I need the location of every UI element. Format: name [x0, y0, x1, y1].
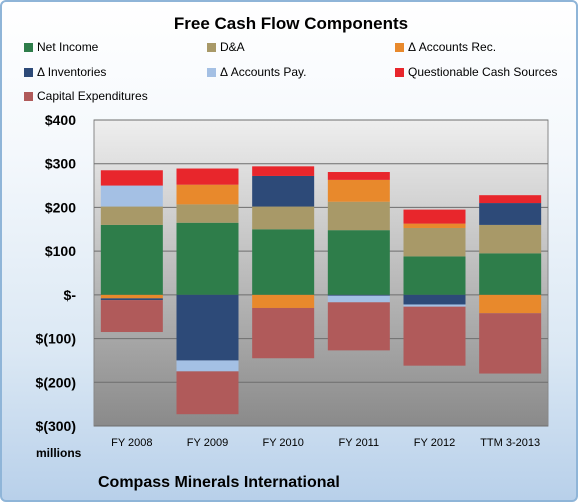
bar-inventories-fy-2009: [176, 294, 239, 361]
bar-d-a-fy-2009: [176, 204, 239, 223]
legend-label: Δ Inventories: [37, 65, 107, 79]
bar-inventories-fy-2011: [327, 294, 390, 296]
bar-accounts-rec-fy-2008: [100, 294, 163, 299]
y-tick-label: $(300): [36, 418, 76, 434]
bar-net-income-fy-2010: [252, 229, 315, 295]
bar-accounts-pay-fy-2008: [100, 185, 163, 207]
bar-accounts-rec-fy-2011: [327, 179, 390, 202]
bar-capital-expenditures-fy-2012: [403, 306, 466, 366]
legend-label: D&A: [220, 40, 245, 54]
legend-item-accounts-pay: Δ Accounts Pay.: [207, 65, 307, 79]
legend-swatch: [207, 67, 216, 77]
x-tick-label: FY 2011: [339, 437, 380, 449]
bar-accounts-rec-fy-2010: [252, 294, 315, 308]
bar-accounts-rec-fy-2012: [403, 223, 466, 228]
legend-swatch: [24, 67, 33, 77]
bar-questionable-cash-sources-fy-2011: [327, 172, 390, 180]
bar-inventories-fy-2010: [252, 175, 315, 207]
legend-item-accounts-rec: Δ Accounts Rec.: [395, 40, 496, 54]
plot-background: [93, 119, 549, 427]
bar-accounts-rec-fy-2009: [176, 184, 239, 205]
bar-net-income-fy-2009: [176, 222, 239, 295]
bar-d-a-fy-2011: [327, 201, 390, 231]
y-tick-label: $300: [45, 156, 76, 172]
bar-questionable-cash-sources-fy-2009: [176, 168, 239, 185]
y-tick-label: $-: [64, 287, 77, 303]
bar-capital-expenditures-fy-2010: [252, 307, 315, 359]
bar-inventories-fy-2012: [403, 294, 466, 305]
bar-inventories-ttm-3-2013: [479, 203, 542, 225]
legend-label: Δ Accounts Rec.: [408, 40, 497, 54]
y-tick-label: $200: [45, 199, 76, 215]
legend-swatch: [24, 91, 33, 101]
bar-accounts-pay-fy-2009: [176, 360, 239, 372]
legend-label: Net Income: [37, 40, 99, 54]
legend-item-capital-expenditures: Capital Expenditures: [24, 89, 148, 103]
bar-capital-expenditures-fy-2011: [327, 302, 390, 351]
bar-net-income-fy-2011: [327, 230, 390, 295]
bar-questionable-cash-sources-fy-2012: [403, 209, 466, 224]
bar-d-a-ttm-3-2013: [479, 224, 542, 254]
y-tick-label: $100: [45, 243, 76, 259]
legend-label: Capital Expenditures: [37, 89, 148, 103]
legend-item-d-a: D&A: [207, 40, 245, 54]
legend-label: Questionable Cash Sources: [408, 65, 558, 79]
bar-d-a-fy-2012: [403, 227, 466, 257]
x-tick-label: TTM 3-2013: [480, 437, 540, 449]
bar-capital-expenditures-ttm-3-2013: [479, 313, 542, 374]
bar-capital-expenditures-fy-2008: [100, 300, 163, 333]
x-tick-label: FY 2008: [111, 437, 152, 449]
x-tick-label: FY 2009: [187, 437, 228, 449]
bar-net-income-fy-2012: [403, 256, 466, 295]
bar-net-income-fy-2008: [100, 224, 163, 295]
y-tick-label: $(100): [36, 331, 76, 347]
legend-item-net-income: Net Income: [24, 40, 98, 54]
bar-questionable-cash-sources-fy-2010: [252, 166, 315, 176]
x-tick-label: FY 2012: [414, 437, 455, 449]
legend-swatch: [395, 42, 404, 52]
legend-item-questionable-cash-sources: Questionable Cash Sources: [395, 65, 557, 79]
bar-accounts-rec-ttm-3-2013: [479, 294, 542, 314]
legend-swatch: [395, 67, 404, 77]
bar-questionable-cash-sources-fy-2008: [100, 170, 163, 186]
bar-net-income-ttm-3-2013: [479, 253, 542, 295]
bar-capital-expenditures-fy-2009: [176, 371, 239, 415]
bar-accounts-pay-fy-2012: [403, 304, 466, 307]
legend-swatch: [24, 42, 33, 52]
bar-inventories-fy-2008: [100, 298, 163, 301]
bar-questionable-cash-sources-ttm-3-2013: [479, 195, 542, 204]
legend-item-inventories: Δ Inventories: [24, 65, 106, 79]
bar-d-a-fy-2010: [252, 206, 315, 230]
chart-title: Free Cash Flow Components: [173, 14, 409, 33]
x-tick-label: FY 2010: [262, 437, 303, 449]
company-name: Compass Minerals International: [98, 474, 340, 491]
legend-label: Δ Accounts Pay.: [220, 65, 307, 79]
bar-accounts-pay-fy-2011: [327, 295, 390, 303]
legend-swatch: [207, 42, 216, 52]
bar-d-a-fy-2008: [100, 206, 163, 225]
y-tick-label: $(200): [36, 374, 76, 390]
y-unit-label: millions: [36, 446, 82, 460]
y-tick-label: $400: [45, 112, 76, 128]
